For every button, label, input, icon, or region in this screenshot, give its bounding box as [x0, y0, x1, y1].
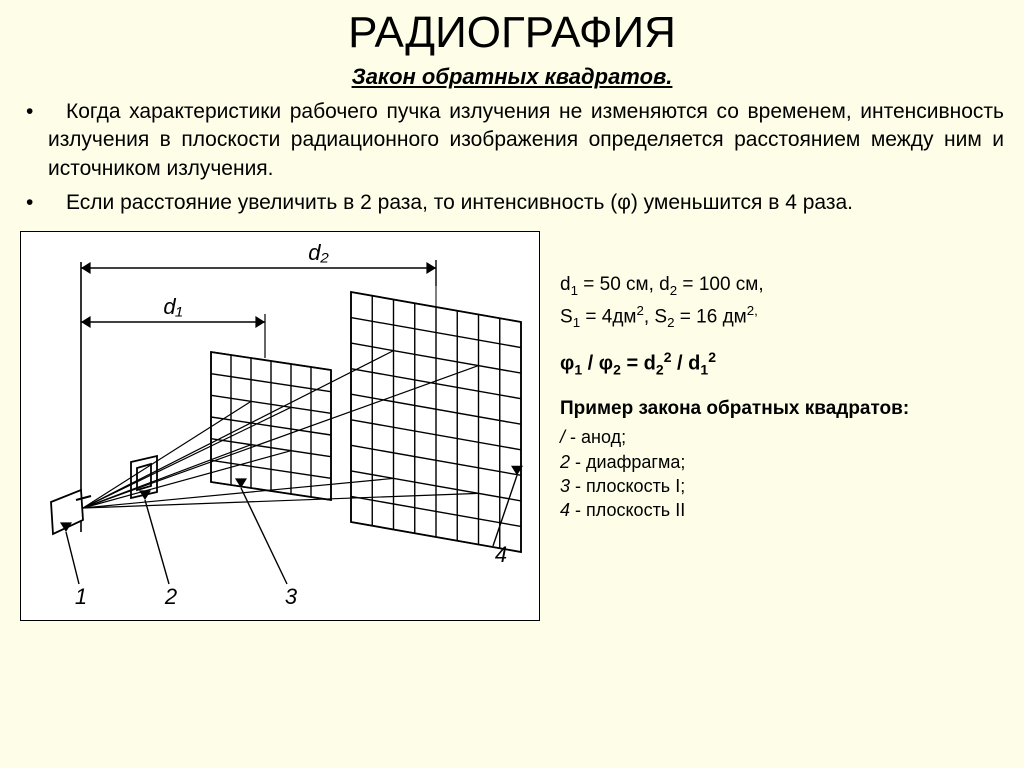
bullet-item: Когда характеристики рабочего пучка излу…: [20, 98, 1004, 183]
legend-item: 4 - плоскость II: [560, 498, 1004, 522]
legend-item: / - анод;: [560, 425, 1004, 449]
page-title: РАДИОГРАФИЯ: [20, 8, 1004, 58]
svg-text:4: 4: [495, 542, 507, 567]
bullet-list: Когда характеристики рабочего пучка излу…: [20, 98, 1004, 217]
legend-item: 3 - плоскость I;: [560, 474, 1004, 498]
svg-text:2: 2: [164, 584, 177, 609]
legend-item: 2 - диафрагма;: [560, 450, 1004, 474]
diagram: d₂ d₁ 1 2 3 4: [20, 231, 540, 621]
side-panel: d1 = 50 см, d2 = 100 см, S1 = 4дм2, S2 =…: [560, 231, 1004, 522]
legend: / - анод; 2 - диафрагма; 3 - плоскость I…: [560, 425, 1004, 522]
svg-text:d₂: d₂: [308, 240, 329, 265]
svg-text:d₁: d₁: [163, 294, 182, 319]
bullet-item: Если расстояние увеличить в 2 раза, то и…: [20, 189, 1004, 217]
svg-text:3: 3: [285, 584, 298, 609]
example-title: Пример закона обратных квадратов:: [560, 395, 1004, 424]
given-values: d1 = 50 см, d2 = 100 см, S1 = 4дм2, S2 =…: [560, 271, 1004, 333]
page-subtitle: Закон обратных квадратов.: [20, 64, 1004, 90]
svg-text:1: 1: [75, 584, 87, 609]
formula: φ1 / φ2 = d22 / d12: [560, 347, 1004, 381]
